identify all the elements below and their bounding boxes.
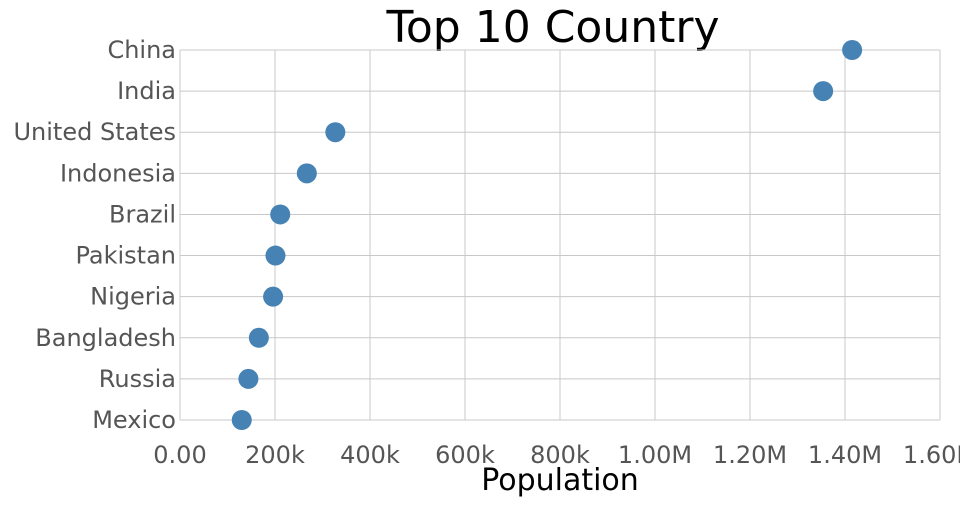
data-point <box>325 122 346 143</box>
data-point <box>296 163 317 184</box>
y-tick-label: Russia <box>99 365 176 393</box>
x-tick-label: 0.00 <box>153 441 206 469</box>
y-tick-label: Brazil <box>109 200 176 228</box>
data-point <box>842 40 863 60</box>
point-layer <box>231 40 863 430</box>
x-tick-label: 1.60M <box>903 441 960 469</box>
data-point <box>813 81 834 102</box>
grid-layer <box>179 49 941 421</box>
y-tick-label: Mexico <box>92 406 176 434</box>
x-tick-label: 1.00M <box>618 441 692 469</box>
y-tick-label: United States <box>13 118 176 146</box>
x-tick-label: 400k <box>340 441 400 469</box>
x-tick-label: 600k <box>435 441 495 469</box>
x-tick-label: 800k <box>530 441 590 469</box>
x-axis-title: Population <box>481 463 639 498</box>
x-tick-label: 1.20M <box>713 441 787 469</box>
y-tick-label: Pakistan <box>76 242 177 270</box>
y-tick-label: India <box>117 77 176 105</box>
data-point <box>248 327 269 348</box>
x-tick-label: 200k <box>245 441 305 469</box>
x-tick-label: 1.40M <box>808 441 882 469</box>
chart-title: Top 10 Country <box>385 2 719 53</box>
data-point <box>263 286 284 307</box>
data-point <box>265 245 286 266</box>
data-point <box>238 368 259 389</box>
y-tick-label: Indonesia <box>60 159 176 187</box>
y-tick-label: Nigeria <box>90 283 176 311</box>
data-point <box>270 204 291 225</box>
data-point <box>231 410 252 430</box>
y-tick-label: China <box>107 36 176 64</box>
tick-layer: 0.00 200k 400k 600k 800k 1.00M 1.20M 1.40M 1.60M… <box>13 36 960 469</box>
y-tick-label: Bangladesh <box>35 324 176 352</box>
